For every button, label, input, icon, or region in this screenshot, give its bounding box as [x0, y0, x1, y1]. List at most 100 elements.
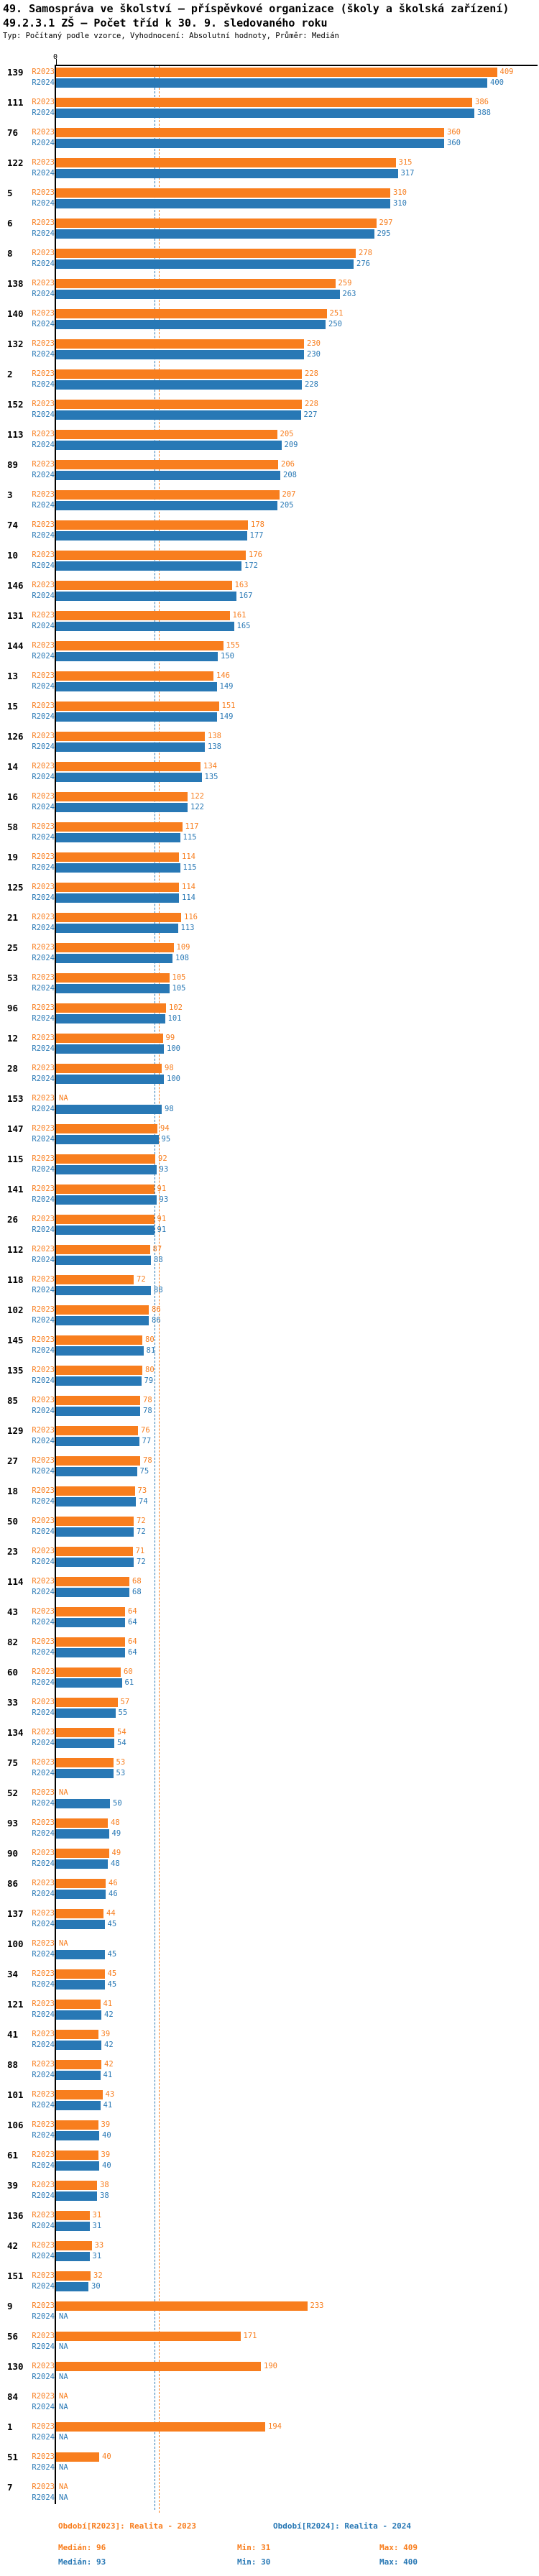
- value-label-r2024: 114: [182, 893, 195, 902]
- row-id-label: 76: [7, 127, 19, 138]
- series-label-r2023: R2023: [32, 98, 55, 106]
- series-label-r2024: R2024: [32, 410, 55, 419]
- na-label-r2023: NA: [59, 2483, 68, 2491]
- bar-r2023: [56, 490, 280, 500]
- series-label-r2023: R2023: [32, 2181, 55, 2189]
- row-id-label: 131: [7, 610, 24, 621]
- bar-r2024: [56, 2252, 90, 2261]
- series-label-r2024: R2024: [32, 863, 55, 872]
- value-label-r2023: 233: [310, 2301, 324, 2310]
- series-label-r2023: R2023: [32, 1547, 55, 1555]
- row-id-label: 118: [7, 1274, 24, 1285]
- bar-r2024: [56, 531, 247, 540]
- row-id-label: 43: [7, 1606, 19, 1617]
- series-label-r2023: R2023: [32, 1939, 55, 1948]
- value-label-r2023: 39: [101, 2030, 111, 2038]
- series-label-r2023: R2023: [32, 460, 55, 469]
- bar-r2024: [56, 984, 170, 993]
- row-id-label: 129: [7, 1425, 24, 1436]
- series-label-r2023: R2023: [32, 1154, 55, 1163]
- value-label-r2024: 50: [113, 1799, 122, 1808]
- bar-r2024: [56, 1739, 114, 1748]
- row-id-label: 112: [7, 1244, 24, 1255]
- series-label-r2024: R2024: [32, 1256, 55, 1264]
- value-label-r2024: 93: [159, 1195, 169, 1204]
- bar-r2024: [56, 1859, 108, 1869]
- na-label-r2023: NA: [59, 1939, 68, 1948]
- series-label-r2023: R2023: [32, 1728, 55, 1736]
- row-id-label: 82: [7, 1637, 19, 1647]
- series-label-r2024: R2024: [32, 1044, 55, 1053]
- bar-r2023: [56, 1969, 105, 1979]
- series-label-r2023: R2023: [32, 1517, 55, 1525]
- bar-r2024: [56, 2010, 101, 2020]
- series-label-r2023: R2023: [32, 1124, 55, 1133]
- bar-r2023: [56, 913, 181, 922]
- bar-r2023: [56, 218, 377, 228]
- value-label-r2023: 53: [116, 1758, 126, 1767]
- series-label-r2024: R2024: [32, 1346, 55, 1355]
- series-label-r2024: R2024: [32, 652, 55, 661]
- row-id-label: 41: [7, 2029, 19, 2040]
- value-label-r2023: 60: [124, 1668, 133, 1676]
- series-label-r2023: R2023: [32, 1064, 55, 1072]
- series-label-r2024: R2024: [32, 803, 55, 811]
- series-label-r2023: R2023: [32, 1637, 55, 1646]
- row-id-label: 96: [7, 1003, 19, 1013]
- series-label-r2024: R2024: [32, 2312, 55, 2321]
- series-label-r2023: R2023: [32, 2060, 55, 2069]
- value-label-r2023: 87: [152, 1245, 162, 1254]
- bar-r2023: [56, 792, 188, 801]
- bar-r2023: [56, 1124, 157, 1133]
- value-label-r2023: 386: [475, 98, 489, 106]
- series-label-r2023: R2023: [32, 1184, 55, 1193]
- row-id-label: 28: [7, 1063, 19, 1074]
- series-label-r2024: R2024: [32, 2131, 55, 2140]
- bar-r2024: [56, 622, 234, 631]
- bar-r2023: [56, 1396, 140, 1405]
- series-label-r2023: R2023: [32, 309, 55, 318]
- series-label-r2024: R2024: [32, 1135, 55, 1144]
- value-label-r2024: 150: [221, 652, 234, 661]
- series-label-r2024: R2024: [32, 712, 55, 721]
- value-label-r2024: 230: [307, 350, 321, 359]
- series-label-r2023: R2023: [32, 128, 55, 137]
- series-label-r2024: R2024: [32, 682, 55, 691]
- value-label-r2023: 206: [281, 460, 295, 469]
- na-label-r2024: NA: [59, 2342, 68, 2351]
- series-label-r2024: R2024: [32, 169, 55, 178]
- row-id-label: 2: [7, 369, 13, 380]
- value-label-r2023: 171: [243, 2332, 257, 2340]
- row-id-label: 14: [7, 761, 19, 772]
- row-id-label: 139: [7, 67, 24, 78]
- value-label-r2024: 40: [102, 2161, 111, 2170]
- bar-r2024: [56, 139, 444, 148]
- series-label-r2024: R2024: [32, 2403, 55, 2411]
- bar-r2024: [56, 2222, 90, 2231]
- value-label-r2024: 149: [219, 712, 234, 721]
- series-label-r2023: R2023: [32, 1698, 55, 1706]
- series-label-r2024: R2024: [32, 1890, 55, 1898]
- series-label-r2023: R2023: [32, 1396, 55, 1404]
- bar-r2024: [56, 1195, 157, 1205]
- value-label-r2023: 114: [182, 883, 195, 891]
- value-label-r2024: 64: [128, 1648, 137, 1657]
- series-label-r2024: R2024: [32, 1950, 55, 1959]
- series-label-r2024: R2024: [32, 1075, 55, 1083]
- value-label-r2024: 228: [305, 380, 318, 389]
- series-label-r2023: R2023: [32, 249, 55, 257]
- bar-r2023: [56, 2452, 99, 2462]
- series-label-r2023: R2023: [32, 218, 55, 227]
- bar-r2023: [56, 581, 232, 590]
- series-label-r2024: R2024: [32, 471, 55, 479]
- series-label-r2024: R2024: [32, 2342, 55, 2351]
- series-label-r2024: R2024: [32, 1708, 55, 1717]
- series-label-r2023: R2023: [32, 2030, 55, 2038]
- value-label-r2024: 74: [139, 1497, 148, 1506]
- bar-r2024: [56, 1256, 151, 1265]
- row-id-label: 13: [7, 671, 19, 681]
- bar-r2024: [56, 169, 398, 178]
- page-title: 49. Samospráva ve školství – příspěvkové…: [3, 2, 510, 15]
- series-label-r2024: R2024: [32, 1588, 55, 1596]
- value-label-r2023: 91: [157, 1184, 167, 1193]
